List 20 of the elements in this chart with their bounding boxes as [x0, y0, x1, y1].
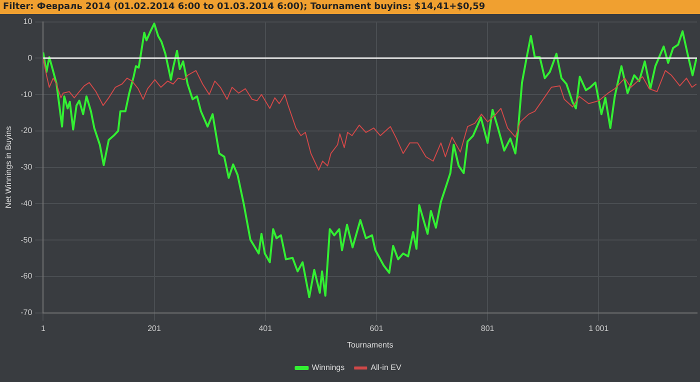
- x-axis-title: Tournaments: [346, 340, 394, 350]
- y-tick-label: -30: [20, 162, 33, 172]
- chart-title: Filter: Февраль 2014 (01.02.2014 6:00 to 01.03.2014 6:00); Tournament buyins: $14,41+$0,59: [0, 0, 700, 14]
- y-tick-label: -20: [20, 126, 33, 136]
- x-tick-label: 801: [480, 324, 495, 333]
- y-tick-label: 0: [28, 53, 33, 62]
- legend-label: Winnings: [312, 363, 345, 372]
- y-axis-title: Net Winnings in Buyins: [4, 126, 14, 208]
- y-tick-label: -60: [20, 272, 33, 281]
- y-tick-label: -70: [20, 308, 33, 318]
- y-tick-label: -10: [20, 90, 33, 99]
- x-tick-label: 1 001: [588, 324, 610, 333]
- x-tick-label: 201: [148, 324, 162, 333]
- y-tick-label: 10: [23, 17, 33, 26]
- x-tick-label: 1: [40, 324, 46, 333]
- y-tick-label: -40: [20, 198, 33, 208]
- x-tick-label: 601: [370, 324, 384, 333]
- y-tick-label: -50: [20, 235, 33, 244]
- x-tick-label: 401: [258, 324, 273, 333]
- legend-label: All-in EV: [370, 363, 402, 372]
